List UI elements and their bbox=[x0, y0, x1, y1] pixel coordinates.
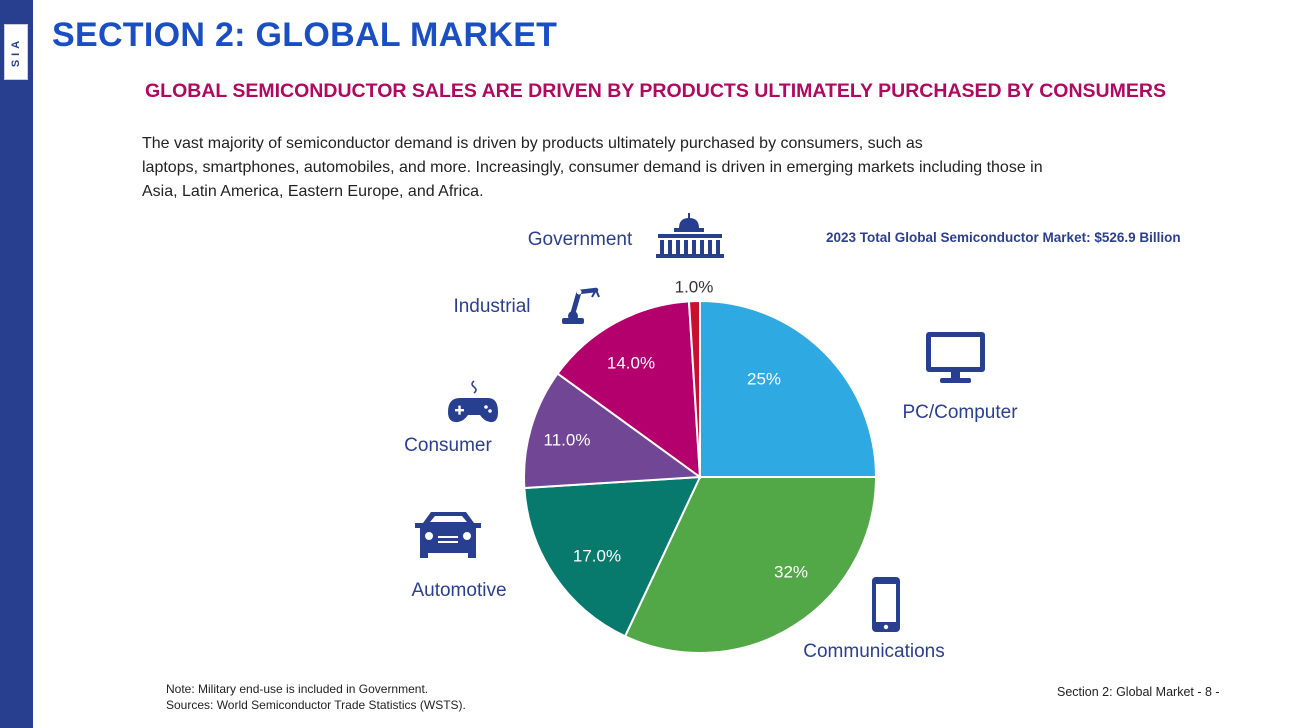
value-label-government: 1.0% bbox=[675, 277, 714, 296]
category-label-automotive: Automotive bbox=[411, 580, 506, 601]
footnote-note: Note: Military end-use is included in Go… bbox=[166, 682, 429, 696]
category-label-pc-computer: PC/Computer bbox=[902, 402, 1018, 423]
sia-logo: SIA bbox=[4, 24, 28, 80]
smartphone-icon bbox=[872, 577, 900, 632]
value-label-pc-computer: 25% bbox=[747, 369, 781, 388]
value-label-communications: 32% bbox=[774, 562, 808, 581]
footnote: Note: Military end-use is included in Go… bbox=[166, 681, 466, 713]
intro-line-2: laptops, smartphones, automobiles, and m… bbox=[142, 159, 1043, 176]
footnote-sources: Sources: World Semiconductor Trade Stati… bbox=[166, 698, 466, 712]
robot-arm-icon bbox=[562, 287, 600, 324]
gamepad-icon bbox=[448, 380, 498, 423]
value-label-consumer: 11.0% bbox=[544, 430, 591, 449]
intro-line-3: Asia, Latin America, Eastern Europe, and… bbox=[142, 183, 484, 200]
pie-slice-automotive bbox=[523, 475, 702, 638]
capitol-icon bbox=[656, 213, 724, 258]
pie-slices bbox=[523, 299, 878, 654]
intro-paragraph: The vast majority of semiconductor deman… bbox=[142, 132, 1142, 204]
category-label-consumer: Consumer bbox=[404, 435, 492, 456]
pie-slice-communications bbox=[623, 476, 878, 654]
page-subtitle: GLOBAL SEMICONDUCTOR SALES ARE DRIVEN BY… bbox=[145, 80, 1166, 102]
value-label-industrial: 14.0% bbox=[607, 353, 655, 372]
monitor-icon bbox=[926, 332, 985, 383]
car-icon bbox=[415, 512, 481, 558]
pie-category-labels: PC/Computer Communications Automotive Consu… bbox=[404, 229, 1018, 662]
page-footer: Section 2: Global Market - 8 - bbox=[1057, 685, 1220, 699]
value-label-automotive: 17.0% bbox=[573, 546, 621, 565]
category-label-government: Government bbox=[528, 229, 633, 250]
pie-slice-industrial bbox=[556, 300, 702, 480]
category-label-industrial: Industrial bbox=[453, 296, 530, 317]
sidebar: SIA bbox=[0, 0, 33, 728]
pie-slice-pc-computer bbox=[699, 299, 878, 478]
pie-slice-government bbox=[687, 299, 701, 478]
market-total-label: 2023 Total Global Semiconductor Market: … bbox=[826, 230, 1181, 245]
category-label-communications: Communications bbox=[803, 641, 945, 662]
page-title: SECTION 2: GLOBAL MARKET bbox=[52, 16, 558, 54]
pie-slice-consumer bbox=[523, 372, 703, 490]
pie-value-labels: 25% 32% 17.0% 11.0% 14.0% 1.0% bbox=[544, 277, 808, 581]
intro-line-1: The vast majority of semiconductor deman… bbox=[142, 135, 923, 152]
